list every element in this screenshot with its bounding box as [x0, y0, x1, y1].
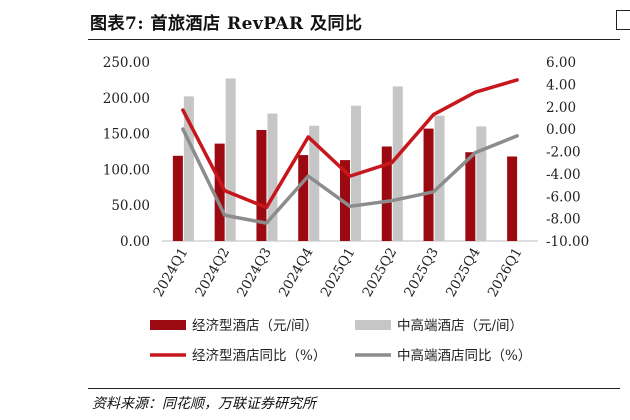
corner-mark [616, 10, 630, 30]
chart: 250.00 200.00 150.00 100.00 50.00 0.00 6.00 4.0… [103, 55, 589, 364]
legend-label: 经济型酒店（元/间） [192, 318, 318, 334]
bar-economy [423, 128, 434, 241]
bar-midscale [476, 126, 487, 241]
y-right-tick-label: -6.00 [546, 189, 581, 205]
bar-midscale [392, 86, 403, 242]
y-right-tick-label: -4.00 [546, 167, 581, 183]
bar-midscale [225, 78, 236, 241]
x-tick-label: 2024Q4 [276, 245, 317, 300]
y-right-tick-label: 0.00 [546, 122, 576, 138]
bar-midscale [309, 125, 320, 241]
legend-label: 中高端酒店（元/间） [397, 317, 523, 334]
bar-economy [465, 152, 476, 241]
x-tick-label: 2024Q1 [150, 245, 191, 300]
y-right-tick-label: -2.00 [546, 145, 581, 161]
y-left-tick-label: 0.00 [120, 234, 150, 250]
bar-midscale [434, 115, 445, 241]
legend-swatch [150, 320, 186, 330]
y-right-tick-label: 6.00 [546, 55, 576, 71]
bar-midscale [267, 113, 278, 241]
bar-economy [256, 130, 267, 241]
legend-swatch [355, 320, 391, 330]
figure-title: 图表7: 首旅酒店 RevPAR 及同比 [90, 14, 363, 34]
y-right-tick-label: -8.00 [546, 212, 581, 228]
x-tick-label: 2025Q4 [443, 245, 484, 300]
bar-economy [507, 156, 518, 241]
header: 图表7: 首旅酒店 RevPAR 及同比 [0, 0, 630, 40]
legend: 经济型酒店（元/间） 中高端酒店（元/间） 经济型酒店同比（%） 中高端酒店同比（%） [150, 317, 531, 364]
y-right-tick-label: 4.00 [546, 77, 576, 93]
y-left-tick-label: 200.00 [103, 91, 150, 107]
y-left-tick-label: 250.00 [103, 55, 150, 71]
y-left-tick-label: 50.00 [111, 198, 150, 214]
y-left-tick-label: 100.00 [103, 162, 150, 178]
legend-label: 经济型酒店同比（%） [192, 348, 326, 364]
y-left-tick-label: 150.00 [103, 127, 150, 143]
y-right-tick-label: -10.00 [546, 234, 589, 250]
bars-group [172, 78, 518, 242]
bar-midscale [183, 96, 194, 241]
x-tick-label: 2026Q1 [485, 245, 526, 300]
bar-economy [298, 155, 309, 241]
x-tick-label: 2025Q2 [359, 245, 400, 300]
bar-economy [381, 146, 392, 241]
bar-economy [172, 155, 183, 241]
source-note: 资料来源：同花顺，万联证券研究所 [92, 396, 316, 412]
x-tick-label: 2024Q3 [234, 245, 275, 300]
x-tick-label: 2025Q1 [318, 245, 359, 300]
legend-label: 中高端酒店同比（%） [397, 347, 531, 364]
lines-group [181, 78, 519, 225]
x-tick-label: 2024Q2 [192, 245, 233, 300]
bar-economy [214, 143, 225, 241]
header-rule [88, 39, 620, 40]
y-right-tick-label: 2.00 [546, 100, 576, 116]
source-rule [88, 388, 620, 389]
line-midscale-yoy [181, 127, 519, 225]
line-economy-yoy [181, 78, 519, 210]
x-tick-label: 2025Q3 [401, 245, 442, 300]
